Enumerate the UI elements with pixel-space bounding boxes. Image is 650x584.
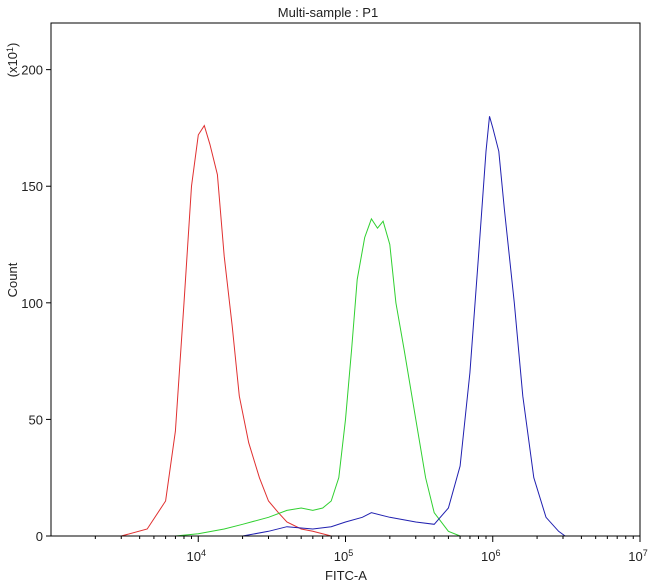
- y-tick-label: 200: [21, 63, 43, 78]
- y-axis-multiplier: (x101): [5, 43, 20, 78]
- series-line-1: [88, 124, 346, 537]
- y-tick-label: 50: [29, 412, 43, 427]
- y-axis-label: Count: [5, 262, 20, 297]
- y-tick-label: 0: [36, 529, 43, 544]
- chart-title: Multi-sample : P1: [278, 5, 378, 20]
- x-axis-label: FITC-A: [325, 568, 367, 583]
- y-tick-label: 100: [21, 296, 43, 311]
- x-tick-label: 105: [334, 548, 353, 564]
- x-axis-ticks: 104 105 106 107: [94, 536, 648, 564]
- series-layer: [88, 116, 566, 537]
- x-tick-label: 104: [187, 548, 206, 564]
- y-axis-ticks: 0 50 100 150 200: [21, 63, 51, 544]
- y-tick-label: 150: [21, 179, 43, 194]
- series-line-2: [175, 217, 461, 537]
- series-line-3: [242, 116, 566, 537]
- x-tick-label: 106: [481, 548, 500, 564]
- x-tick-label: 107: [628, 548, 647, 564]
